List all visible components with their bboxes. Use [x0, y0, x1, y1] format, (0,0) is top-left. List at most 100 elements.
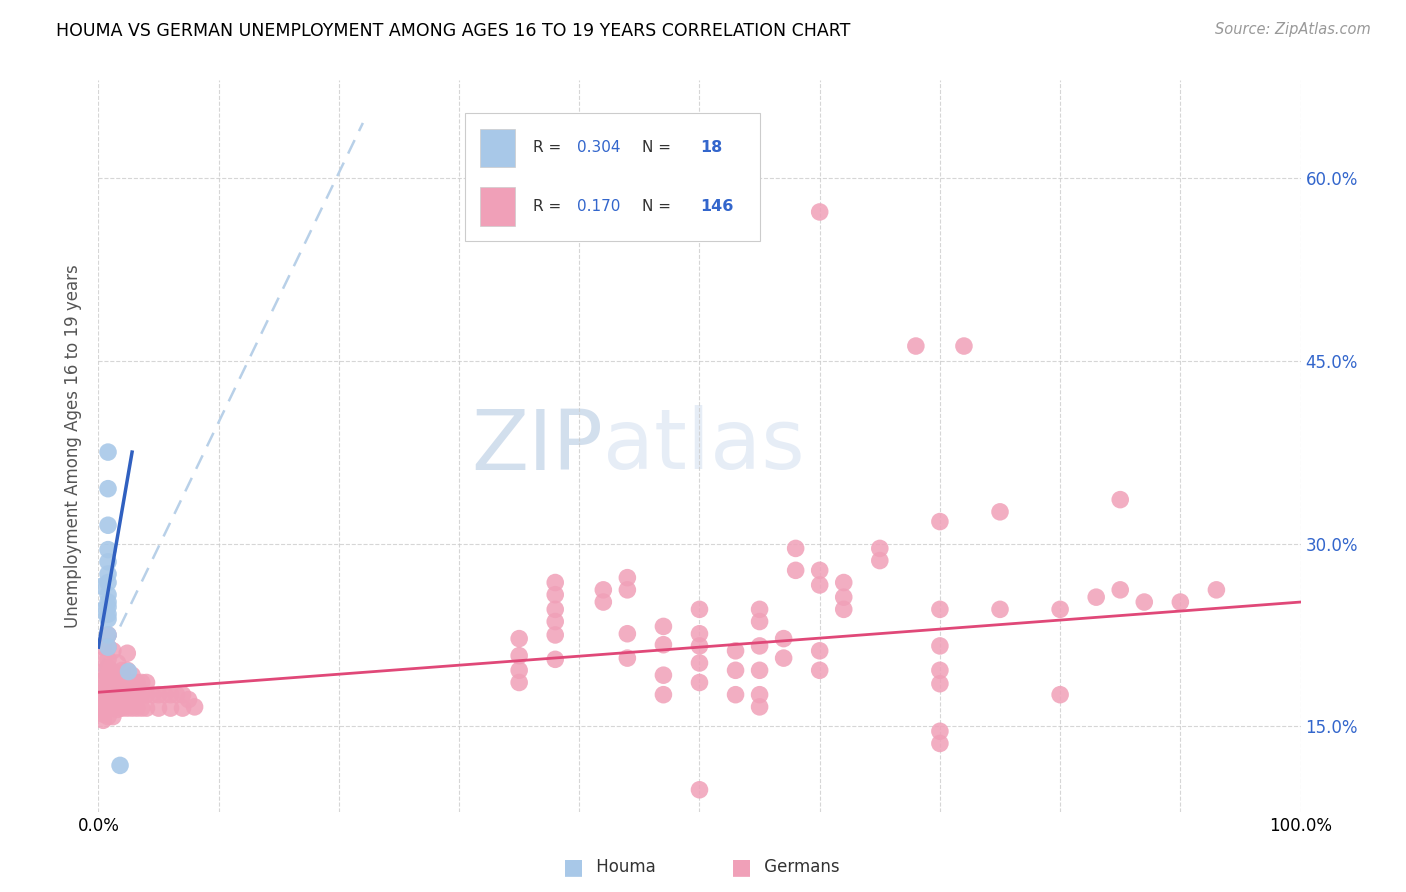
- Point: [101, 673, 124, 687]
- Text: Source: ZipAtlas.com: Source: ZipAtlas.com: [1215, 22, 1371, 37]
- Text: ■: ■: [562, 857, 583, 877]
- Point: [97, 482, 120, 496]
- Point: [1109, 492, 1132, 507]
- Point: [616, 582, 638, 597]
- Point: [135, 688, 157, 702]
- Point: [97, 542, 120, 557]
- Point: [808, 663, 831, 677]
- Text: Germans: Germans: [759, 858, 839, 876]
- Point: [652, 619, 675, 633]
- Point: [928, 639, 950, 653]
- Point: [724, 688, 747, 702]
- Point: [91, 673, 114, 687]
- Point: [141, 688, 163, 702]
- Point: [808, 644, 831, 658]
- Point: [616, 651, 638, 665]
- Point: [928, 602, 950, 616]
- Point: [91, 681, 114, 695]
- Point: [953, 339, 976, 353]
- Point: [928, 515, 950, 529]
- Point: [1133, 595, 1156, 609]
- Point: [724, 644, 747, 658]
- Point: [121, 675, 143, 690]
- Point: [111, 663, 134, 677]
- Point: [97, 628, 120, 642]
- Point: [101, 701, 124, 715]
- Point: [91, 707, 114, 722]
- Point: [1085, 590, 1108, 604]
- Point: [652, 688, 675, 702]
- Point: [97, 695, 120, 709]
- Point: [664, 180, 686, 194]
- Point: [724, 663, 747, 677]
- Point: [159, 688, 181, 702]
- Point: [988, 602, 1011, 616]
- Point: [616, 626, 638, 640]
- Point: [117, 675, 139, 690]
- Point: [97, 607, 120, 622]
- Point: [97, 567, 120, 582]
- Point: [737, 159, 759, 173]
- Point: [111, 701, 134, 715]
- Point: [172, 701, 194, 715]
- Point: [928, 736, 950, 750]
- Point: [748, 699, 770, 714]
- Point: [159, 701, 181, 715]
- Point: [652, 638, 675, 652]
- Point: [748, 602, 770, 616]
- Y-axis label: Unemployment Among Ages 16 to 19 years: Unemployment Among Ages 16 to 19 years: [65, 264, 83, 628]
- Point: [108, 758, 131, 772]
- Point: [101, 665, 124, 679]
- Point: [97, 575, 120, 590]
- Point: [97, 682, 120, 697]
- Point: [117, 682, 139, 697]
- Point: [107, 668, 129, 682]
- Point: [832, 575, 855, 590]
- Point: [1049, 688, 1071, 702]
- Point: [121, 668, 143, 682]
- Point: [153, 688, 176, 702]
- Point: [125, 675, 148, 690]
- Point: [592, 595, 614, 609]
- Point: [544, 652, 567, 666]
- Point: [97, 668, 120, 682]
- Point: [544, 588, 567, 602]
- Point: [107, 695, 129, 709]
- Text: HOUMA VS GERMAN UNEMPLOYMENT AMONG AGES 16 TO 19 YEARS CORRELATION CHART: HOUMA VS GERMAN UNEMPLOYMENT AMONG AGES …: [56, 22, 851, 40]
- Point: [785, 541, 807, 556]
- Text: Houma: Houma: [591, 858, 655, 876]
- Point: [121, 701, 143, 715]
- Point: [111, 689, 134, 703]
- Point: [97, 588, 120, 602]
- Point: [107, 675, 129, 690]
- Point: [904, 339, 927, 353]
- Point: [91, 604, 114, 618]
- Point: [97, 640, 120, 655]
- Point: [97, 689, 120, 703]
- Point: [97, 599, 120, 614]
- Point: [135, 675, 157, 690]
- Point: [508, 632, 530, 646]
- Point: [111, 675, 134, 690]
- Text: ZIP: ZIP: [471, 406, 603, 486]
- Point: [91, 688, 114, 702]
- Point: [101, 681, 124, 695]
- Point: [97, 612, 120, 626]
- Point: [101, 644, 124, 658]
- Point: [652, 668, 675, 682]
- Point: [91, 640, 114, 655]
- Point: [97, 709, 120, 723]
- Point: [1049, 602, 1071, 616]
- Point: [183, 699, 205, 714]
- Point: [544, 575, 567, 590]
- Point: [91, 579, 114, 593]
- Point: [125, 701, 148, 715]
- Point: [131, 701, 153, 715]
- Point: [592, 582, 614, 597]
- Point: [125, 682, 148, 697]
- Point: [117, 663, 139, 677]
- Point: [117, 646, 139, 660]
- Point: [1205, 582, 1227, 597]
- Point: [832, 602, 855, 616]
- Text: ■: ■: [731, 857, 752, 877]
